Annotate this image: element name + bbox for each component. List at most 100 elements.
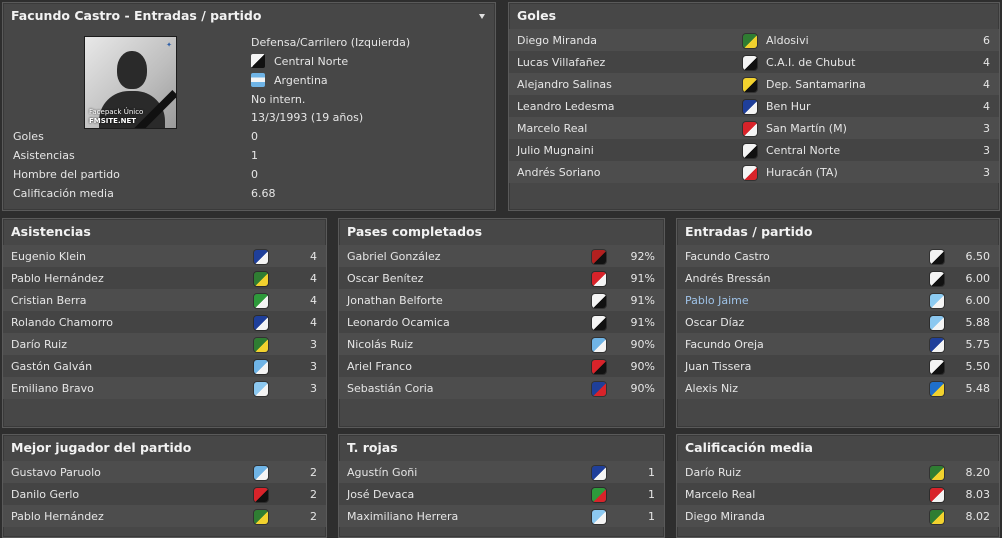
- table-row[interactable]: Marcelo Real 8.03: [677, 483, 999, 505]
- player-name[interactable]: Gabriel González: [347, 250, 441, 263]
- player-name[interactable]: Maximiliano Herrera: [347, 510, 459, 523]
- table-row[interactable]: Leonardo Ocamica 91%: [339, 311, 664, 333]
- redblack-crest-icon[interactable]: [592, 250, 606, 264]
- table-row[interactable]: Pablo Hernández 4: [3, 267, 326, 289]
- striped-crest-icon[interactable]: [930, 316, 944, 330]
- redcircle-crest-icon[interactable]: [254, 488, 268, 502]
- player-name[interactable]: Pablo Jaime: [685, 294, 749, 307]
- benhur-crest-icon[interactable]: [592, 466, 606, 480]
- table-row[interactable]: Juan Tissera 5.50: [677, 355, 999, 377]
- table-row[interactable]: Andrés Soriano Huracán (TA) 3: [509, 161, 999, 183]
- table-row[interactable]: Oscar Díaz 5.88: [677, 311, 999, 333]
- player-name[interactable]: Andrés Soriano: [517, 166, 601, 179]
- player-name[interactable]: Leonardo Ocamica: [347, 316, 450, 329]
- player-name[interactable]: Juan Tissera: [685, 360, 752, 373]
- player-name[interactable]: Alexis Niz: [685, 382, 739, 395]
- centralnorte-crest-icon[interactable]: [592, 316, 606, 330]
- table-row[interactable]: Emiliano Bravo 3: [3, 377, 326, 399]
- benhur-crest-icon[interactable]: [930, 338, 944, 352]
- centralnorte-crest-icon[interactable]: [930, 360, 944, 374]
- table-row[interactable]: Nicolás Ruiz 90%: [339, 333, 664, 355]
- player-name[interactable]: Oscar Díaz: [685, 316, 745, 329]
- huracan-crest-icon[interactable]: [743, 166, 757, 180]
- table-row[interactable]: Maximiliano Herrera 1: [339, 505, 664, 527]
- player-name[interactable]: Lucas Villafañez: [517, 56, 606, 69]
- aldosivi-crest-icon[interactable]: [743, 34, 757, 48]
- player-name[interactable]: Gastón Galván: [11, 360, 93, 373]
- team-name[interactable]: San Martín (M): [766, 122, 847, 135]
- player-name[interactable]: Diego Miranda: [685, 510, 766, 523]
- table-row[interactable]: Pablo Jaime 6.00: [677, 289, 999, 311]
- sanmartin-crest-icon[interactable]: [930, 488, 944, 502]
- wings-crest-icon[interactable]: [930, 294, 944, 308]
- table-row[interactable]: Rolando Chamorro 4: [3, 311, 326, 333]
- player-name[interactable]: Andrés Bressán: [685, 272, 771, 285]
- team-name[interactable]: Huracán (TA): [766, 166, 838, 179]
- player-name[interactable]: Diego Miranda: [517, 34, 598, 47]
- player-name[interactable]: Marcelo Real: [685, 488, 756, 501]
- player-name[interactable]: Danilo Gerlo: [11, 488, 80, 501]
- table-row[interactable]: Alexis Niz 5.48: [677, 377, 999, 399]
- green-crest-icon[interactable]: [254, 294, 268, 308]
- player-name[interactable]: Pablo Hernández: [11, 510, 104, 523]
- table-row[interactable]: Diego Miranda Aldosivi 6: [509, 29, 999, 51]
- centralnorte-crest-icon[interactable]: [930, 250, 944, 264]
- table-row[interactable]: Leandro Ledesma Ben Hur 4: [509, 95, 999, 117]
- table-row[interactable]: José Devaca 1: [339, 483, 664, 505]
- table-row[interactable]: Eugenio Klein 4: [3, 245, 326, 267]
- table-row[interactable]: Gustavo Paruolo 2: [3, 461, 326, 483]
- player-name[interactable]: Darío Ruiz: [685, 466, 741, 479]
- centralnorte-crest-icon[interactable]: [743, 144, 757, 158]
- team-name[interactable]: C.A.I. de Chubut: [766, 56, 856, 69]
- player-name[interactable]: Facundo Castro: [685, 250, 770, 263]
- aldosivi-crest-icon[interactable]: [930, 510, 944, 524]
- skyblue-crest-icon[interactable]: [254, 360, 268, 374]
- table-row[interactable]: Facundo Oreja 5.75: [677, 333, 999, 355]
- table-row[interactable]: Danilo Gerlo 2: [3, 483, 326, 505]
- aldosivi-crest-icon[interactable]: [254, 272, 268, 286]
- player-name[interactable]: Sebastián Coria: [347, 382, 434, 395]
- team-name[interactable]: Ben Hur: [766, 100, 811, 113]
- striped-crest-icon[interactable]: [592, 510, 606, 524]
- sanmartin-crest-icon[interactable]: [743, 122, 757, 136]
- player-name[interactable]: Alejandro Salinas: [517, 78, 612, 91]
- table-row[interactable]: Gastón Galván 3: [3, 355, 326, 377]
- table-row[interactable]: Sebastián Coria 90%: [339, 377, 664, 399]
- player-name[interactable]: Pablo Hernández: [11, 272, 104, 285]
- player-name[interactable]: Cristian Berra: [11, 294, 87, 307]
- aldosivi-crest-icon[interactable]: [930, 466, 944, 480]
- aldosivi-crest-icon[interactable]: [254, 338, 268, 352]
- panel-title[interactable]: Facundo Castro - Entradas / partido: [3, 3, 495, 29]
- team-name[interactable]: Aldosivi: [766, 34, 809, 47]
- player-name[interactable]: Eugenio Klein: [11, 250, 86, 263]
- table-row[interactable]: Oscar Benítez 91%: [339, 267, 664, 289]
- table-row[interactable]: Diego Miranda 8.02: [677, 505, 999, 527]
- player-name[interactable]: Gustavo Paruolo: [11, 466, 101, 479]
- player-name[interactable]: Julio Mugnaini: [517, 144, 594, 157]
- player-name[interactable]: José Devaca: [347, 488, 415, 501]
- player-name[interactable]: Ariel Franco: [347, 360, 412, 373]
- player-name[interactable]: Leandro Ledesma: [517, 100, 615, 113]
- cai-crest-icon[interactable]: [930, 272, 944, 286]
- player-name[interactable]: Nicolás Ruiz: [347, 338, 414, 351]
- table-row[interactable]: Pablo Hernández 2: [3, 505, 326, 527]
- table-row[interactable]: Gabriel González 92%: [339, 245, 664, 267]
- skyblue-crest-icon[interactable]: [592, 338, 606, 352]
- santamarina-crest-icon[interactable]: [743, 78, 757, 92]
- benhur-crest-icon[interactable]: [254, 316, 268, 330]
- aldosivi-crest-icon[interactable]: [254, 510, 268, 524]
- table-row[interactable]: Marcelo Real San Martín (M) 3: [509, 117, 999, 139]
- table-row[interactable]: Agustín Goñi 1: [339, 461, 664, 483]
- table-row[interactable]: Facundo Castro 6.50: [677, 245, 999, 267]
- player-name[interactable]: Jonathan Belforte: [347, 294, 443, 307]
- skyblue-crest-icon[interactable]: [254, 466, 268, 480]
- table-row[interactable]: Alejandro Salinas Dep. Santamarina 4: [509, 73, 999, 95]
- striped-crest-icon[interactable]: [254, 382, 268, 396]
- table-row[interactable]: Darío Ruiz 8.20: [677, 461, 999, 483]
- player-name[interactable]: Rolando Chamorro: [11, 316, 114, 329]
- cai-crest-icon[interactable]: [743, 56, 757, 70]
- redblue-crest-icon[interactable]: [592, 382, 606, 396]
- table-row[interactable]: Cristian Berra 4: [3, 289, 326, 311]
- table-row[interactable]: Darío Ruiz 3: [3, 333, 326, 355]
- redcircle-crest-icon[interactable]: [592, 360, 606, 374]
